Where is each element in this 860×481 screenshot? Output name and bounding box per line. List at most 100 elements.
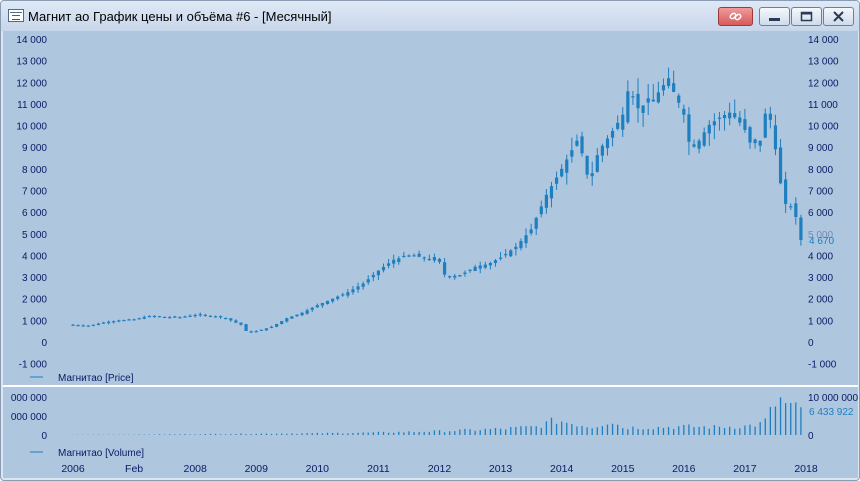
x-axis-label: 2012 <box>428 463 452 475</box>
candle-body <box>458 275 462 277</box>
x-axis-label: 2009 <box>245 463 269 475</box>
price-tick-right: 6 000 <box>808 208 833 219</box>
candle-body <box>707 124 711 134</box>
candle-body <box>427 258 431 261</box>
minimize-icon <box>769 18 780 21</box>
candle-body <box>432 257 437 261</box>
candle-body <box>738 117 742 123</box>
candle-body <box>142 317 146 319</box>
chart-area[interactable]: 14 000 13 000 12 000 11 000 10 000 9 000 8 000… <box>3 31 858 478</box>
close-button[interactable] <box>823 7 854 26</box>
candle-body <box>412 255 416 257</box>
candle-body <box>590 173 594 177</box>
candle-body <box>417 253 421 257</box>
candle-body <box>157 316 162 318</box>
candle-body <box>666 78 671 86</box>
price-last-value: 4 670 <box>809 236 834 247</box>
candle-body <box>122 319 126 322</box>
candle-body <box>437 258 442 262</box>
candle-body <box>183 316 187 318</box>
volume-tick-right: 0 <box>808 431 814 442</box>
price-tick-right: 14 000 <box>808 35 839 46</box>
candle-body <box>203 314 207 317</box>
candle-body <box>743 119 747 130</box>
price-tick-left: 13 000 <box>16 57 47 68</box>
candle-body <box>493 260 498 264</box>
candle-body <box>168 317 172 319</box>
price-volume-chart[interactable]: 14 000 13 000 12 000 11 000 10 000 9 000 8 000… <box>3 31 858 478</box>
close-icon <box>833 11 844 22</box>
candle-body <box>208 315 213 318</box>
price-tick-left: 14 000 <box>16 35 47 46</box>
price-legend: Магнитао [Price] <box>58 373 134 384</box>
candle-body <box>117 320 121 322</box>
candle-body <box>473 266 477 271</box>
candle-body <box>651 99 655 102</box>
candle-body <box>264 328 269 331</box>
candle-body <box>188 315 192 317</box>
candle-body <box>509 250 513 257</box>
candle-body <box>178 317 182 319</box>
price-tick-left: 10 000 <box>16 122 47 133</box>
candle-body <box>621 114 625 130</box>
candle-body <box>147 316 151 318</box>
candle-body <box>544 194 548 208</box>
candle-body <box>661 85 666 91</box>
x-axis-label: 2010 <box>306 463 330 475</box>
x-axis-label: 2008 <box>183 463 207 475</box>
maximize-button[interactable] <box>791 7 822 26</box>
price-tick-right: 13 000 <box>808 57 839 68</box>
candle-body <box>712 121 716 126</box>
candle-body <box>773 125 778 150</box>
candle-body <box>341 294 345 296</box>
candle-body <box>198 314 202 316</box>
candle-body <box>249 331 253 333</box>
candle-body <box>81 325 85 327</box>
price-tick-right: 1 000 <box>808 316 833 327</box>
minimize-button[interactable] <box>759 7 790 26</box>
candle-body <box>392 259 396 264</box>
x-axis-label: 2013 <box>489 463 513 475</box>
candle-body <box>152 315 157 318</box>
candle-body <box>682 108 686 115</box>
candle-body <box>376 270 381 276</box>
window-title: Магнит ао График цены и объёма #6 - [Мес… <box>28 9 332 24</box>
candle-body <box>565 159 569 173</box>
candle-body <box>672 83 676 92</box>
candle-body <box>468 269 472 271</box>
link-button[interactable] <box>718 7 753 26</box>
price-tick-left: -1 000 <box>19 360 48 371</box>
candle-body <box>280 321 284 324</box>
price-tick-left: 11 000 <box>17 100 47 111</box>
candle-body <box>560 168 564 177</box>
x-axis-label: 2016 <box>672 463 696 475</box>
price-tick-left: 7 000 <box>22 187 47 198</box>
price-candles <box>71 67 803 333</box>
candle-body <box>580 136 584 154</box>
candle-body <box>366 279 370 283</box>
candle-body <box>310 307 314 310</box>
candle-body <box>442 262 447 275</box>
price-tick-right: 5 000 <box>808 230 833 241</box>
x-axis: 2006 Feb 2008 2009 2010 2011 2012 2013 2014 2015 2… <box>61 463 818 475</box>
candle-body <box>315 305 319 308</box>
candle-body <box>259 329 263 331</box>
candle-body <box>132 319 136 321</box>
candle-body <box>600 145 604 156</box>
x-axis-label: 2017 <box>733 463 757 475</box>
panel-divider[interactable] <box>3 385 858 387</box>
candle-body <box>748 127 752 143</box>
candle-body <box>677 95 681 103</box>
price-tick-right: 11 000 <box>808 100 838 111</box>
candle-body <box>448 276 452 278</box>
candle-body <box>483 264 487 268</box>
candle-body <box>626 91 630 123</box>
candle-body <box>127 319 131 321</box>
volume-tick-right: 10 000 000 <box>808 393 858 404</box>
title-bar[interactable]: Магнит ао График цены и объёма #6 - [Мес… <box>1 1 859 31</box>
price-tick-right: 8 000 <box>808 165 833 176</box>
candle-body <box>519 241 523 249</box>
price-tick-right: -1 000 <box>808 360 837 371</box>
chart-app-icon <box>8 9 24 22</box>
candle-body <box>768 113 772 120</box>
